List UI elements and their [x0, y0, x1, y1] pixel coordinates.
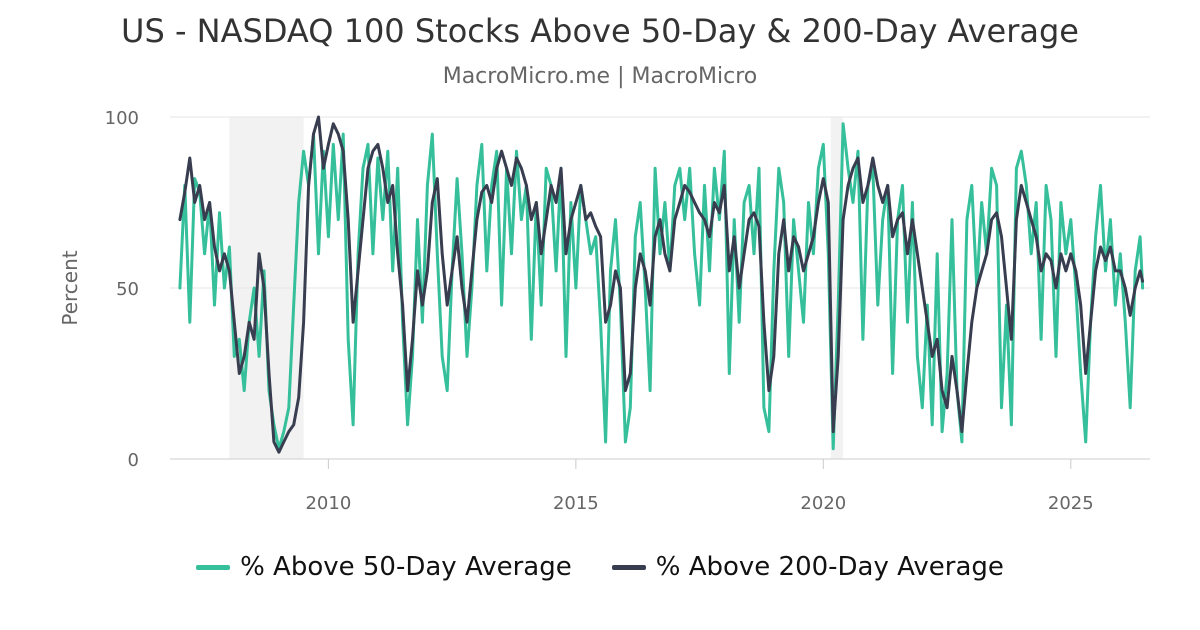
legend-label-200-day: % Above 200-Day Average	[655, 552, 1004, 582]
series-line-50-day	[178, 122, 1145, 451]
legend: % Above 50-Day Average % Above 200-Day A…	[0, 552, 1200, 582]
series-line-200-day	[178, 115, 1145, 454]
legend-swatch-50-day	[196, 564, 231, 570]
x-tick-label-2020: 2020	[800, 493, 846, 514]
y-tick-label-100: 100	[105, 108, 139, 129]
x-axis-ticks: 2010 2015 2020 2025	[305, 459, 1094, 514]
legend-label-50-day: % Above 50-Day Average	[240, 552, 572, 582]
chart-subtitle: MacroMicro.me | MacroMicro	[442, 64, 758, 89]
legend-swatch-200-day	[611, 564, 646, 570]
x-tick-label-2015: 2015	[553, 493, 599, 514]
legend-item-200-day[interactable]: % Above 200-Day Average	[611, 552, 1004, 582]
legend-item-50-day[interactable]: % Above 50-Day Average	[196, 552, 572, 582]
x-tick-label-2025: 2025	[1048, 493, 1094, 514]
chart-title: US - NASDAQ 100 Stocks Above 50-Day & 20…	[121, 12, 1079, 50]
y-tick-label-50: 50	[116, 279, 139, 300]
y-axis-ticks: 0 50 100	[105, 108, 139, 471]
series-lines	[178, 115, 1145, 454]
grid-lines	[170, 116, 1150, 460]
y-tick-label-0: 0	[128, 450, 139, 471]
x-tick-label-2010: 2010	[305, 493, 351, 514]
y-axis-title: Percent	[58, 250, 82, 325]
